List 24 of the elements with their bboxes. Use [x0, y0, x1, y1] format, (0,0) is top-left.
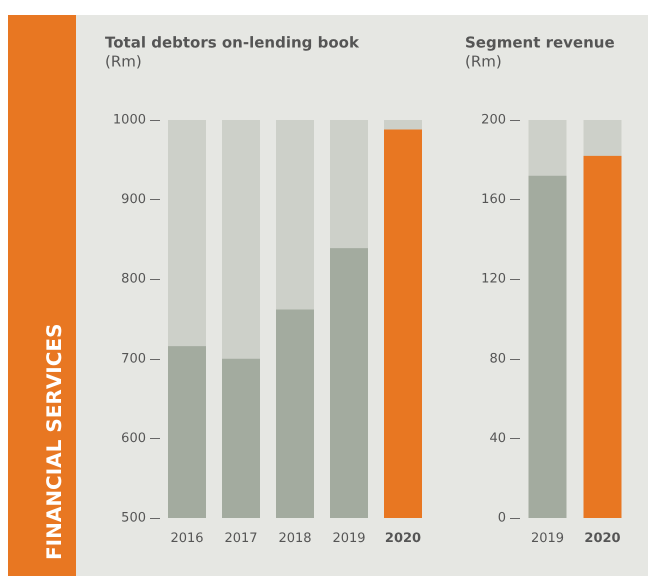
chart-subtitle: (Rm) — [465, 52, 502, 70]
y-tick-label: 160 — [481, 192, 506, 208]
x-tick-label: 2017 — [224, 531, 258, 546]
y-tick-label: 120 — [481, 272, 506, 287]
y-tick-label: 80 — [489, 351, 506, 366]
chart-title: Total debtors on-lending book — [105, 34, 360, 52]
x-tick-label: 2019 — [332, 531, 366, 546]
y-tick-label: 500 — [121, 510, 146, 526]
x-tick-label: 2019 — [530, 531, 564, 546]
chart-title: Segment revenue — [465, 34, 615, 52]
text: FINANCIAL SERVICES — [42, 324, 66, 560]
y-tick-label: 0 — [498, 510, 506, 526]
x-tick-label: 2018 — [278, 531, 312, 546]
y-tick-label: 900 — [121, 192, 146, 208]
y-tick-label: 40 — [489, 430, 506, 446]
y-tick-label: 700 — [121, 351, 146, 366]
x-tick-label: 2016 — [170, 531, 204, 546]
y-tick-label: 600 — [121, 430, 146, 446]
x-tick-label: 2020 — [384, 531, 422, 546]
y-tick-label: 200 — [481, 112, 506, 128]
chart-subtitle: (Rm) — [105, 52, 142, 70]
y-tick-label: 800 — [121, 272, 146, 287]
y-tick-label: 1000 — [112, 112, 146, 128]
x-tick-label: 2020 — [584, 531, 621, 546]
